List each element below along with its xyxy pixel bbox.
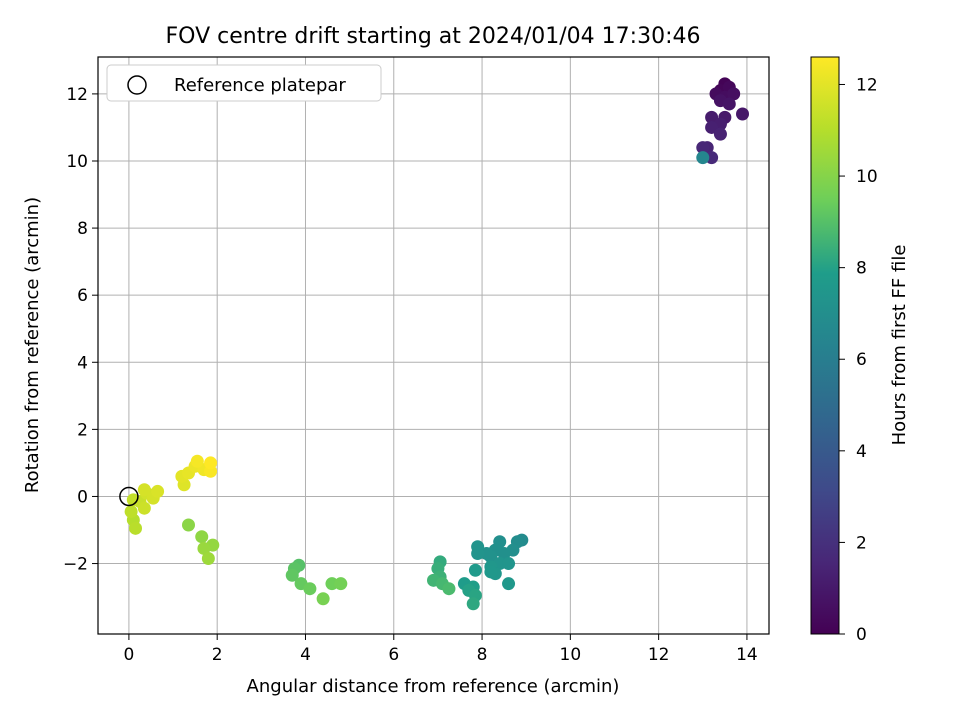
scatter-point (137, 501, 151, 515)
x-tick-label: 4 (300, 645, 311, 665)
reference-platepar-marker (119, 486, 139, 507)
colorbar-tick-label: 10 (856, 167, 878, 187)
legend-box (106, 64, 382, 102)
scatter-point (334, 577, 348, 591)
x-tick-label: 0 (123, 645, 134, 665)
scatter-point (190, 454, 204, 468)
scatter-point (696, 141, 710, 155)
scatter-point (705, 120, 719, 134)
scatter-point (468, 563, 482, 577)
y-tick-label: 0 (77, 487, 88, 507)
scatter-point (201, 552, 215, 566)
data-points (124, 77, 750, 611)
scatter-point (151, 484, 165, 498)
y-tick-label: 4 (77, 353, 88, 373)
colorbar: 0 2 4 6 8 10 12 Hours from first FF file (810, 56, 910, 645)
scatter-point (181, 518, 195, 532)
scatter-point (722, 97, 736, 111)
y-tick-label: 8 (77, 219, 88, 239)
scatter-point (137, 483, 151, 497)
scatter-point (713, 127, 727, 141)
x-tick-label: 12 (648, 645, 670, 665)
y-tick-label: 12 (66, 85, 88, 105)
colorbar-tick-label: 12 (856, 75, 878, 95)
plot-area: 0 2 4 6 8 10 12 14 −2 0 2 4 6 8 10 12 (63, 56, 770, 665)
y-tick-label: 6 (77, 286, 88, 306)
colorbar-tick-label: 2 (856, 533, 867, 553)
y-tick-label: 2 (77, 420, 88, 440)
colorbar-tick-label: 8 (856, 259, 867, 279)
scatter-point (471, 546, 485, 560)
scatter-point (736, 107, 750, 121)
y-tick-label: 10 (66, 152, 88, 172)
colorbar-gradient (810, 56, 840, 635)
colorbar-tick-label: 0 (856, 625, 867, 645)
scatter-point (124, 505, 138, 519)
scatter-point (195, 530, 209, 544)
scatter-point (197, 541, 211, 555)
colorbar-label: Hours from first FF file (889, 245, 910, 446)
colorbar-ticks: 0 2 4 6 8 10 12 (839, 75, 878, 645)
y-tick-label: −2 (63, 555, 88, 575)
colorbar-tick-label: 4 (856, 442, 867, 462)
scatter-point (502, 577, 516, 591)
x-tick-label: 2 (212, 645, 223, 665)
x-axis-label: Angular distance from reference (arcmin) (247, 676, 620, 697)
colorbar-tick-label: 6 (856, 350, 867, 370)
scatter-point (705, 110, 719, 124)
scatter-point (285, 568, 299, 582)
chart-title: FOV centre drift starting at 2024/01/04 … (166, 24, 701, 49)
scatter-point (502, 557, 516, 571)
x-tick-label: 6 (388, 645, 399, 665)
scatter-point (316, 592, 330, 606)
x-tick-label: 8 (477, 645, 488, 665)
plot-background (98, 57, 769, 634)
legend: Reference platepar (106, 64, 382, 102)
scatter-point (204, 456, 218, 470)
x-tick-label: 14 (736, 645, 758, 665)
scatter-point (442, 582, 456, 596)
scatter-point (129, 521, 143, 535)
plot-frame (97, 56, 770, 635)
legend-label: Reference platepar (174, 75, 346, 96)
y-axis-ticks: −2 0 2 4 6 8 10 12 (63, 85, 98, 575)
scatter-point (727, 87, 741, 101)
scatter-point (466, 597, 480, 611)
x-axis-ticks: 0 2 4 6 8 10 12 14 (123, 634, 758, 665)
scatter-point (303, 582, 317, 596)
legend-marker (127, 75, 147, 95)
y-axis-label: Rotation from reference (arcmin) (22, 197, 43, 493)
scatter-point (484, 565, 498, 579)
x-tick-label: 10 (560, 645, 582, 665)
scatter-point (696, 151, 710, 165)
